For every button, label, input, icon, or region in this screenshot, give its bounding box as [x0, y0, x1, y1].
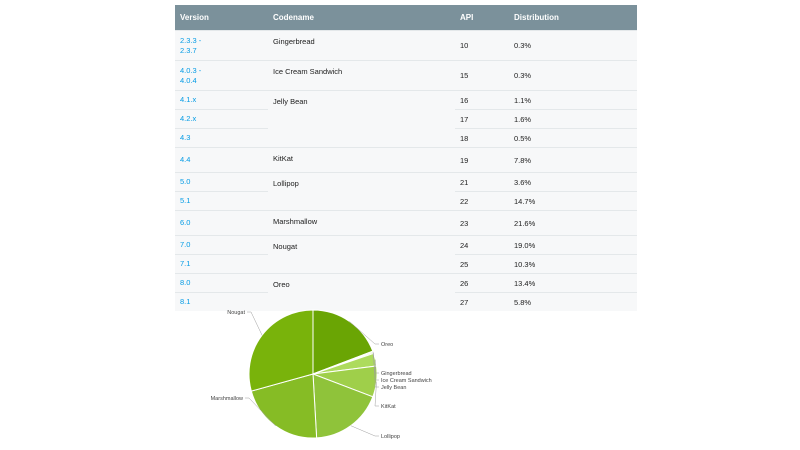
table-row: 7.0 Nougat 24 19.0%	[175, 236, 637, 255]
version-link[interactable]: 4.3	[175, 129, 268, 148]
pie-label-gingerbread: Gingerbread	[381, 371, 412, 377]
api-cell: 23	[455, 211, 509, 236]
distribution-cell: 0.5%	[509, 129, 637, 148]
api-cell: 22	[455, 192, 509, 211]
version-link[interactable]: 7.0	[175, 236, 268, 255]
api-cell: 17	[455, 110, 509, 129]
distribution-cell: 21.6%	[509, 211, 637, 236]
pie-label-oreo: Oreo	[381, 342, 393, 348]
version-link[interactable]: 5.1	[175, 192, 268, 211]
version-line[interactable]: 2.3.3 -	[180, 36, 201, 45]
header-version: Version	[175, 5, 268, 31]
version-link[interactable]: 8.0	[175, 274, 268, 293]
table-row: 8.0 Oreo 26 13.4%	[175, 274, 637, 293]
codename-cell: Lollipop	[268, 173, 455, 211]
api-cell: 19	[455, 148, 509, 173]
distribution-cell: 5.8%	[509, 293, 637, 312]
version-link[interactable]: 4.1.x	[175, 91, 268, 110]
table-header-row: Version Codename API Distribution	[175, 5, 637, 31]
table-row: 2.3.3 -2.3.7 Gingerbread 10 0.3%	[175, 31, 637, 61]
api-cell: 21	[455, 173, 509, 192]
distribution-cell: 14.7%	[509, 192, 637, 211]
api-cell: 16	[455, 91, 509, 110]
header-distribution: Distribution	[509, 5, 637, 31]
pie-label-nougat: Nougat	[227, 310, 245, 316]
codename-cell: Ice Cream Sandwich	[268, 61, 455, 91]
distribution-cell: 1.1%	[509, 91, 637, 110]
api-cell: 25	[455, 255, 509, 274]
version-link[interactable]: 4.4	[175, 148, 268, 173]
leader-line	[247, 312, 262, 335]
distribution-cell: 0.3%	[509, 61, 637, 91]
pie-label-ice-cream-sandwich: Ice Cream Sandwich	[381, 378, 432, 384]
distribution-cell: 13.4%	[509, 274, 637, 293]
distribution-table: Version Codename API Distribution 2.3.3 …	[175, 5, 637, 311]
distribution-cell: 0.3%	[509, 31, 637, 61]
codename-cell: Nougat	[268, 236, 455, 274]
version-line[interactable]: 2.3.7	[180, 46, 197, 55]
api-cell: 18	[455, 129, 509, 148]
leader-line	[351, 426, 379, 436]
api-cell: 15	[455, 61, 509, 91]
version-line[interactable]: 4.0.4	[180, 76, 197, 85]
version-link[interactable]: 7.1	[175, 255, 268, 274]
distribution-cell: 1.6%	[509, 110, 637, 129]
api-cell: 10	[455, 31, 509, 61]
distribution-cell: 10.3%	[509, 255, 637, 274]
table-row: 6.0 Marshmallow 23 21.6%	[175, 211, 637, 236]
version-link[interactable]: 5.0	[175, 173, 268, 192]
version-line[interactable]: 4.0.3 -	[180, 66, 201, 75]
table-row: 4.4 KitKat 19 7.8%	[175, 148, 637, 173]
api-cell: 27	[455, 293, 509, 312]
version-link[interactable]: 4.2.x	[175, 110, 268, 129]
distribution-cell: 7.8%	[509, 148, 637, 173]
pie-label-marshmallow: Marshmallow	[211, 396, 243, 402]
table-row: 5.0 Lollipop 21 3.6%	[175, 173, 637, 192]
pie-label-jelly-bean: Jelly Bean	[381, 385, 406, 391]
api-cell: 26	[455, 274, 509, 293]
version-link[interactable]: 4.0.3 -4.0.4	[175, 61, 268, 91]
table-row: 4.1.x Jelly Bean 16 1.1%	[175, 91, 637, 110]
codename-cell: Marshmallow	[268, 211, 455, 236]
codename-cell: Jelly Bean	[268, 91, 455, 148]
distribution-cell: 19.0%	[509, 236, 637, 255]
version-link[interactable]: 6.0	[175, 211, 268, 236]
table-row: 4.0.3 -4.0.4 Ice Cream Sandwich 15 0.3%	[175, 61, 637, 91]
header-codename: Codename	[268, 5, 455, 31]
version-link[interactable]: 2.3.3 -2.3.7	[175, 31, 268, 61]
header-api: API	[455, 5, 509, 31]
distribution-cell: 3.6%	[509, 173, 637, 192]
pie-label-kitkat: KitKat	[381, 404, 396, 410]
api-cell: 24	[455, 236, 509, 255]
codename-cell: KitKat	[268, 148, 455, 173]
codename-cell: Gingerbread	[268, 31, 455, 61]
pie-label-lollipop: Lollipop	[381, 434, 400, 440]
